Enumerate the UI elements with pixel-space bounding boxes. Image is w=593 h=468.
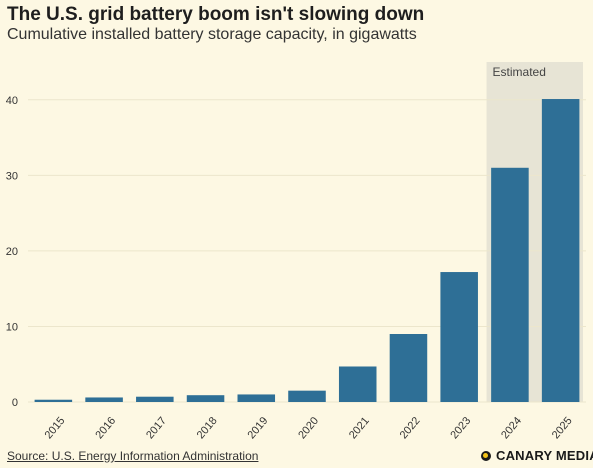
x-axis: 2015 2016 2017 2018 2019 2020 2021 2022 2023 2024…: [43, 415, 575, 441]
y-tick-label: 0: [12, 397, 18, 409]
bar-2020: [288, 390, 326, 402]
x-tick-label: 2017: [144, 415, 169, 441]
x-tick-label: 2018: [195, 415, 220, 441]
x-tick-label: 2015: [43, 415, 68, 441]
bar-2017: [136, 396, 174, 402]
bar-2024: [491, 167, 529, 402]
x-tick-label: 2020: [296, 415, 321, 441]
x-tick-label: 2023: [448, 415, 473, 441]
y-tick-label: 30: [6, 170, 18, 182]
x-tick-label: 2016: [93, 415, 118, 441]
y-tick-label: 20: [6, 246, 18, 258]
bar-2016: [85, 397, 123, 402]
bar-2015: [34, 399, 73, 402]
y-axis: 0 10 20 30 40: [6, 95, 18, 409]
bar-2018: [186, 395, 225, 402]
bars: [34, 99, 580, 403]
y-tick-label: 10: [6, 321, 18, 333]
source-link[interactable]: Source: U.S. Energy Information Administ…: [7, 449, 259, 463]
estimated-label: Estimated: [493, 65, 546, 79]
x-tick-label: 2024: [499, 415, 524, 441]
x-tick-label: 2022: [398, 415, 423, 441]
bar-2025: [541, 99, 580, 403]
bar-2019: [237, 394, 276, 402]
x-tick-label: 2025: [550, 415, 575, 441]
brand-logo: CANARY MEDIA: [481, 448, 593, 463]
bar-2022: [389, 334, 428, 402]
bar-2021: [338, 366, 377, 402]
canary-logo-icon: [481, 450, 491, 461]
bar-2023: [440, 272, 478, 402]
chart-subtitle: Cumulative installed battery storage cap…: [7, 26, 417, 43]
x-tick-label: 2021: [347, 415, 372, 441]
x-tick-label: 2019: [246, 415, 271, 441]
chart-title: The U.S. grid battery boom isn't slowing…: [7, 4, 425, 25]
brand-name: CANARY MEDIA: [496, 448, 593, 463]
y-tick-label: 40: [6, 95, 18, 107]
